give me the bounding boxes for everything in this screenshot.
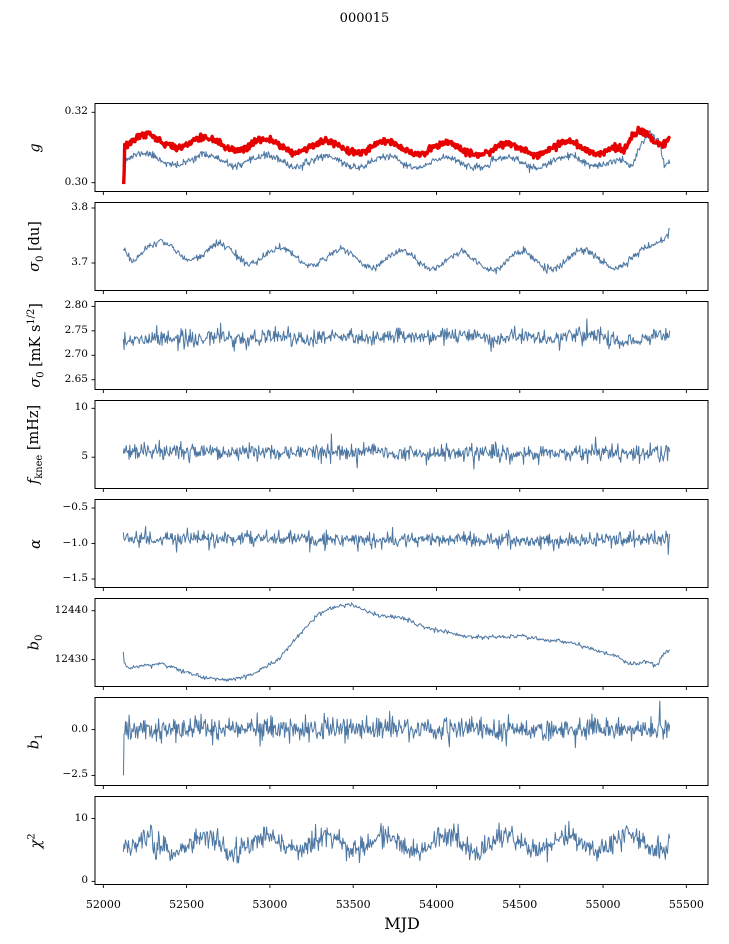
series-g-smooth: [121, 125, 672, 185]
x-tick-label: 52500: [169, 898, 205, 911]
y-axis-label-text: fknee [mHz]: [26, 404, 46, 485]
y-tick-label: −1.5: [62, 571, 89, 584]
panel-fknee: fknee [mHz] 5 10: [0, 400, 729, 492]
x-tick-label: 55000: [585, 898, 621, 911]
y-axis-label-text: b1: [26, 733, 46, 750]
y-axis-label-text: σ0 [du]: [26, 221, 46, 272]
plot-canvas: [91, 697, 709, 789]
y-axis-label: g: [10, 103, 62, 192]
y-axis-label: α: [10, 499, 62, 588]
x-tick-label: 53500: [335, 898, 371, 911]
panel-sigma0-du: σ0 [du] 3.7 3.8: [0, 201, 729, 294]
panel-g: g 0.30 0.32: [0, 103, 729, 195]
series-chi2: [122, 820, 671, 864]
plot-border: [94, 796, 709, 885]
y-tick-label: 12430: [54, 652, 88, 665]
x-axis: MJD 52000 52500 53000 53500 54000 54500 55000 5…: [0, 895, 729, 937]
y-tick-label: 2.70: [64, 348, 88, 361]
plot-canvas: [91, 103, 709, 195]
y-axis-label-text: σ0 [mK s1/2]: [25, 303, 47, 388]
y-axis-label-text: b0: [26, 634, 46, 651]
x-axis-title: MJD: [384, 914, 420, 933]
x-tick-label: 54000: [418, 898, 454, 911]
x-tick-label: 55500: [668, 898, 704, 911]
panel-alpha: α −1.5 −1.0 −0.5: [0, 499, 729, 591]
y-tick-label: 3.8: [71, 201, 88, 214]
plot-border: [94, 598, 709, 687]
y-tick-label: 2.80: [64, 299, 88, 312]
panel-b1: b1 −2.5 0.0: [0, 697, 729, 789]
y-tick-label: 10: [74, 401, 88, 414]
x-tick-label: 53000: [252, 898, 288, 911]
series-b0: [122, 602, 671, 682]
series-g-fit: [122, 129, 671, 184]
y-axis-label-text: g: [27, 142, 44, 153]
plot-canvas: [91, 202, 709, 294]
chart-area: g 0.30 0.32 σ0 [du] 3.7 3.8 σ0 [mK s1/2] 2…: [0, 103, 729, 937]
series-sigma0-mk: [122, 318, 671, 352]
y-axis-label: σ0 [du]: [10, 202, 62, 291]
y-tick-label: −0.5: [62, 501, 89, 514]
y-tick-label: 2.75: [64, 323, 88, 336]
y-tick-label: 5: [81, 450, 88, 463]
x-tick-label: 52000: [85, 898, 121, 911]
x-tick-label: 54500: [502, 898, 538, 911]
y-tick-label: 2.65: [64, 372, 88, 385]
y-tick-label: 0.30: [64, 175, 88, 188]
figure-title: 000015: [339, 11, 390, 26]
y-tick-label: 3.7: [71, 256, 88, 268]
plot-canvas: [91, 400, 709, 492]
y-tick-label: −2.5: [62, 768, 89, 781]
plot-border: [94, 202, 709, 291]
y-tick-label: 0.0: [71, 722, 88, 735]
plot-border: [94, 400, 709, 489]
series-alpha: [122, 525, 671, 556]
y-tick-label: 0: [81, 874, 88, 887]
plot-border: [94, 301, 709, 390]
series-b1: [122, 700, 671, 776]
plot-canvas: [91, 301, 709, 393]
y-axis-label-text: χ2: [27, 832, 45, 849]
panel-sigma0-mk: σ0 [mK s1/2] 2.65 2.70 2.75 2.80: [0, 299, 729, 393]
y-axis-label: b1: [10, 697, 62, 786]
series-sigma0-du: [122, 228, 671, 275]
plot-canvas: [91, 598, 709, 690]
panel-chi2: χ2 0 10: [0, 796, 729, 888]
y-tick-label: 10: [74, 811, 88, 824]
y-axis-label-text: α: [27, 538, 44, 549]
panel-b0: b0 12430 12440: [0, 598, 729, 690]
series-fknee: [122, 433, 671, 470]
plot-border: [94, 103, 709, 192]
plot-canvas: [91, 796, 709, 888]
y-axis-label: fknee [mHz]: [10, 400, 62, 489]
plot-border: [94, 697, 709, 786]
y-tick-label: 0.32: [64, 105, 88, 118]
y-tick-label: −1.0: [62, 536, 89, 549]
y-axis-label: χ2: [10, 796, 62, 885]
y-axis-label: σ0 [mK s1/2]: [10, 301, 62, 390]
plot-canvas: [91, 499, 709, 591]
y-tick-label: 12440: [54, 603, 88, 616]
